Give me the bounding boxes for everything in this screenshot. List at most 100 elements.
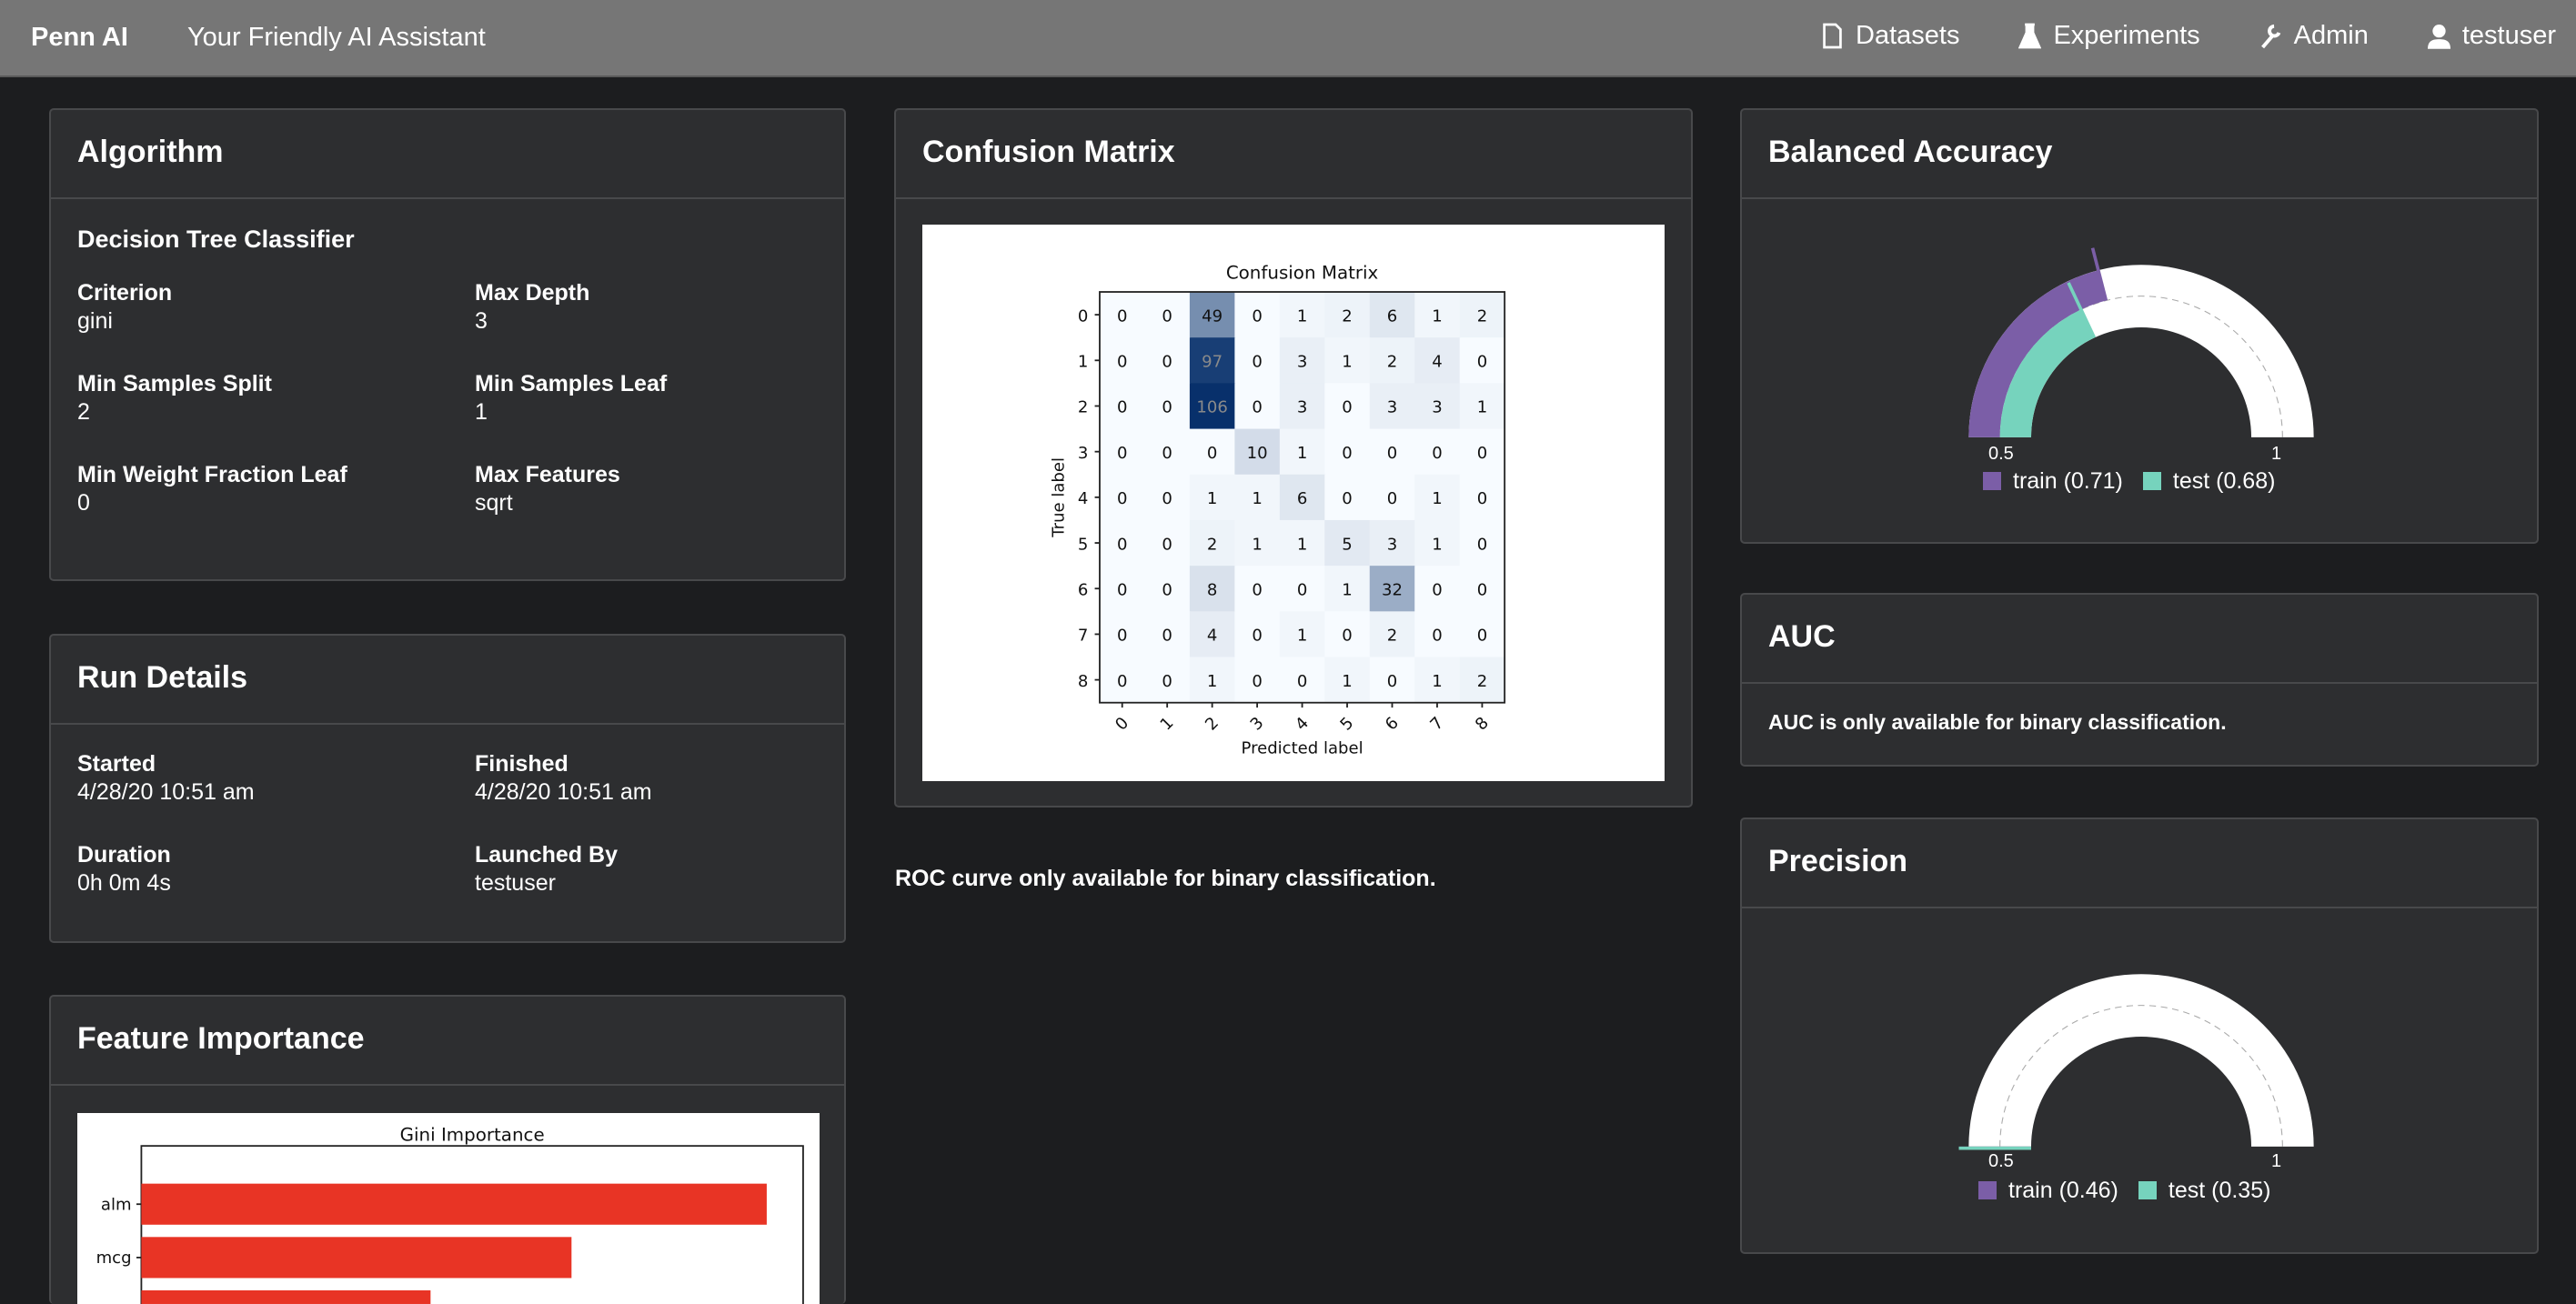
matrix-cell — [1099, 657, 1146, 704]
cell-value: 1 — [1297, 627, 1307, 646]
matrix-cell — [1279, 383, 1326, 430]
matrix-cell — [1144, 337, 1191, 385]
cell-value: 0 — [1477, 627, 1487, 646]
matrix-cell — [1099, 566, 1146, 613]
nav-user[interactable]: testuser — [2427, 21, 2556, 51]
nav-datasets[interactable]: Datasets — [1821, 21, 1959, 51]
x-tick-label: 1 — [1157, 714, 1178, 735]
run-details-panel: Run Details Started 4/28/20 10:51 am Finis… — [49, 634, 846, 943]
matrix-cell — [1369, 519, 1416, 567]
field-value: 4/28/20 10:51 am — [77, 779, 255, 805]
field-max-depth: Max Depth 3 — [475, 280, 803, 335]
matrix-cell — [1144, 428, 1191, 476]
panel-title: AUC — [1742, 595, 2537, 684]
field-label: Max Features — [475, 462, 620, 487]
matrix-cell — [1369, 292, 1416, 339]
matrix-cell — [1234, 337, 1281, 385]
matrix-cell — [1369, 383, 1416, 430]
cell-value: 97 — [1202, 353, 1223, 372]
gauge-train-fill — [1968, 270, 2107, 437]
nav-experiments[interactable]: Experiments — [2018, 21, 2200, 51]
matrix-cell — [1459, 383, 1506, 430]
precision-gauge — [1958, 974, 2314, 1150]
cell-value: 2 — [1207, 535, 1217, 554]
cell-value: 0 — [1387, 489, 1397, 508]
matrix-cell — [1324, 337, 1371, 385]
field-value: testuser — [475, 870, 556, 896]
panel-title: Balanced Accuracy — [1742, 110, 2537, 199]
confusion-matrix-plot: Confusion Matrix 0 0 49 0 1 2 6 1 2 0 0 97 0 3 1 2 4 0 0 0 10… — [922, 225, 1665, 781]
matrix-cell — [1144, 611, 1191, 658]
brand-logo[interactable]: Penn AI — [31, 23, 128, 52]
matrix-cell — [1099, 383, 1146, 430]
cell-value: 0 — [1477, 353, 1487, 372]
cell-value: 1 — [1252, 535, 1262, 554]
gauge-legend: train (0.46) test (0.35) — [1978, 1178, 2270, 1204]
cell-value: 2 — [1477, 306, 1487, 326]
field-label: Started — [77, 751, 156, 777]
field-value: 0h 0m 4s — [77, 870, 171, 896]
panel-title: Algorithm — [51, 110, 844, 199]
matrix-cell — [1459, 474, 1506, 521]
matrix-cell — [1459, 519, 1506, 567]
importance-bar — [141, 1183, 767, 1225]
cell-value: 0 — [1342, 398, 1352, 417]
cell-value: 1 — [1297, 444, 1307, 463]
matrix-cell — [1144, 519, 1191, 567]
nav-label: Experiments — [2053, 21, 2200, 50]
cell-value: 0 — [1432, 444, 1442, 463]
matrix-cell — [1189, 566, 1236, 613]
train-swatch — [1983, 472, 2001, 490]
importance-bar — [141, 1289, 431, 1304]
legend-train: train (0.46) — [1978, 1178, 2118, 1204]
cell-value: 5 — [1342, 535, 1352, 554]
balanced-accuracy-gauge — [1968, 247, 2314, 437]
cell-value: 0 — [1342, 489, 1352, 508]
cell-value: 0 — [1162, 535, 1172, 554]
cell-value: 0 — [1252, 627, 1262, 646]
matrix-cell — [1189, 474, 1236, 521]
x-tick-label: 5 — [1336, 714, 1357, 735]
field-label: Finished — [475, 751, 569, 777]
cell-value: 32 — [1382, 580, 1403, 599]
matrix-cell — [1279, 566, 1326, 613]
matrix-cell — [1414, 292, 1461, 339]
cell-value: 0 — [1432, 580, 1442, 599]
matrix-cell — [1414, 337, 1461, 385]
cell-value: 3 — [1387, 535, 1397, 554]
cell-value: 0 — [1207, 444, 1217, 463]
cell-value: 0 — [1117, 444, 1127, 463]
gauge-min-label: 0.5 — [1988, 1151, 2014, 1171]
matrix-cell — [1144, 383, 1191, 430]
user-icon — [2427, 25, 2450, 49]
cell-value: 3 — [1432, 398, 1442, 417]
matrix-cell — [1414, 428, 1461, 476]
tagline: Your Friendly AI Assistant — [187, 23, 486, 52]
matrix-cell — [1189, 611, 1236, 658]
matrix-cell — [1369, 428, 1416, 476]
cell-value: 0 — [1162, 398, 1172, 417]
panel-title: Precision — [1742, 819, 2537, 908]
y-tick-label: 7 — [1078, 627, 1088, 646]
matrix-cell — [1189, 657, 1236, 704]
confusion-matrix-panel: Confusion Matrix Confusion Matrix 0 0 49 0 1 2… — [894, 108, 1693, 807]
algorithm-name: Decision Tree Classifier — [77, 226, 355, 253]
test-swatch — [2138, 1181, 2157, 1199]
cell-value: 6 — [1387, 306, 1397, 326]
plot-frame — [1099, 291, 1506, 704]
cell-value: 0 — [1162, 353, 1172, 372]
cell-value: 0 — [1162, 580, 1172, 599]
matrix-cell — [1279, 337, 1326, 385]
cell-value: 1 — [1342, 353, 1352, 372]
cell-value: 106 — [1196, 398, 1227, 417]
matrix-cell — [1324, 428, 1371, 476]
cell-value: 0 — [1477, 580, 1487, 599]
cell-value: 6 — [1297, 489, 1307, 508]
cell-value: 0 — [1477, 535, 1487, 554]
precision-panel: Precision 0.5 1 train (0.46) test (0.35) — [1740, 818, 2539, 1254]
y-tick-label: 5 — [1078, 535, 1088, 554]
y-tick-label: 6 — [1078, 580, 1088, 599]
gauge-test-fill — [1999, 309, 2095, 437]
nav-admin[interactable]: Admin — [2259, 21, 2369, 51]
x-tick-label: 2 — [1202, 714, 1223, 735]
